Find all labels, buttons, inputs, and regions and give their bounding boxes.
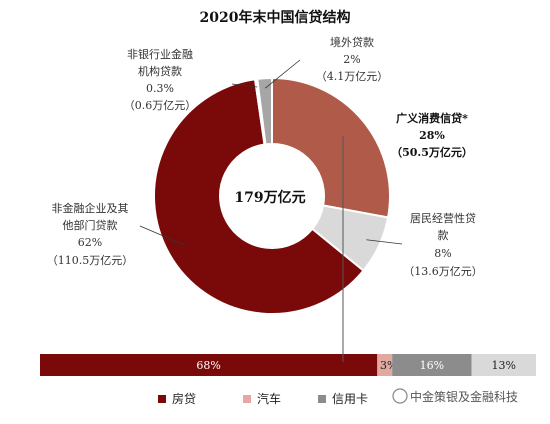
annotation-enterprise: 非金融企业及其 他部门贷款 62% （110.5万亿元） [47,201,134,267]
donut-slice-enterprise [153,78,365,315]
watermark-text: 中金策银及金融科技 [410,389,518,404]
consumer-credit-breakdown-bar: 68% 3% 16% 13% [40,354,536,376]
legend-swatch-credit-card [318,395,326,403]
overseas-amount: （4.1万亿元） [316,70,389,83]
enterprise-name-2: 他部门贷款 [63,218,118,232]
bar-segment-auto [377,354,393,376]
consumer-share: 28% [419,129,445,142]
legend-label-mortgage: 房贷 [172,391,196,406]
bar-segment-credit-card [392,354,472,376]
bar-label-mortgage: 68% [196,359,220,372]
bar-segment-other [471,354,536,376]
business-share: 8% [434,247,451,260]
legend-label-auto: 汽车 [257,391,281,406]
donut-slice-consumer-credit [271,76,391,219]
leader-line-nonbank [231,83,258,88]
leader-lines [139,59,403,246]
leader-line-enterprise [139,225,186,246]
legend-swatch-auto [243,395,251,403]
annotation-business-loans: 居民经营性贷 款 8% （13.6万亿元） [403,211,483,278]
annotation-overseas: 境外贷款 2% （4.1万亿元） [316,35,389,83]
business-amount: （13.6万亿元） [403,265,483,278]
legend-swatch-mortgage [158,395,166,403]
donut-center-label: 179万亿元 [234,189,305,206]
nonbank-name-1: 非银行业金融 [127,47,193,61]
bar-label-other: 13% [492,359,516,372]
nonbank-amount: （0.6万亿元） [124,99,197,112]
overseas-name: 境外贷款 [330,35,374,49]
enterprise-share: 62% [78,236,102,249]
chart-title: 2020年末中国信贷结构 [200,9,351,26]
business-name-1: 居民经营性贷 [410,211,476,225]
wechat-icon [392,388,408,404]
donut-chart [153,76,391,315]
leader-line-business [366,239,403,245]
consumer-amount: （50.5万亿元） [391,145,473,159]
consumer-name: 广义消费信贷* [396,111,468,125]
bar-label-credit-card: 16% [420,359,444,372]
enterprise-name-1: 非金融企业及其 [52,201,129,215]
bar-segment-mortgage [40,354,378,376]
annotation-nonbank: 非银行业金融 机构贷款 0.3% （0.6万亿元） [124,47,197,112]
annotation-consumer-credit: 广义消费信贷* 28% （50.5万亿元） [391,111,473,159]
leader-line-overseas [264,59,301,89]
watermark: 中金策银及金融科技 [392,388,518,404]
overseas-share: 2% [343,53,360,66]
legend-label-credit-card: 信用卡 [332,392,368,406]
nonbank-share: 0.3% [146,82,174,95]
business-name-2: 款 [438,228,449,242]
donut-slice-overseas [256,76,273,146]
enterprise-amount: （110.5万亿元） [47,254,134,267]
legend: 房贷 汽车 信用卡 [158,391,368,406]
nonbank-name-2: 机构贷款 [138,64,182,78]
